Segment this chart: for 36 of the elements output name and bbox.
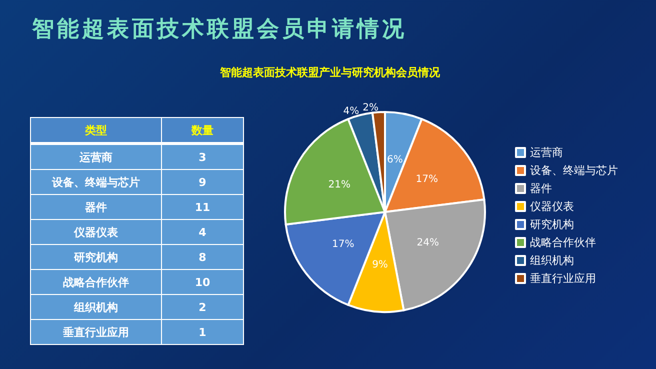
data-label: 24% <box>416 238 439 249</box>
category-label: 战略合作伙伴 <box>30 270 162 294</box>
data-label: 3 <box>162 144 244 170</box>
text: 数量 <box>162 118 244 144</box>
data-label: 6% <box>386 154 403 166</box>
category-label: 运营商 <box>30 144 162 170</box>
data-label: 17% <box>332 238 354 250</box>
data-label: 1 <box>162 320 244 344</box>
category-label: 设备、终端与芯片 <box>30 170 162 194</box>
data-label: 9 <box>162 170 244 194</box>
data-label: 17% <box>416 174 438 186</box>
data-label: 10 <box>162 270 244 294</box>
data-label: 9% <box>372 259 388 270</box>
legend-label: 运营商 <box>530 146 563 159</box>
legend-label: 设备、终端与芯片 <box>530 164 618 177</box>
data-label: 8 <box>162 244 244 270</box>
legend-label: 器件 <box>530 182 552 195</box>
data-label: 4% <box>343 106 360 117</box>
data-label: 2% <box>362 102 378 114</box>
text: 智能超表面技术联盟会员申请情况 <box>32 16 407 44</box>
legend-label: 战略合作伙伴 <box>530 236 596 249</box>
data-label: 11 <box>162 194 244 220</box>
legend-label: 研究机构 <box>530 218 574 231</box>
category-label: 器件 <box>30 194 162 220</box>
category-label: 研究机构 <box>30 244 162 270</box>
category-label: 垂直行业应用 <box>30 320 162 344</box>
data-label: 4 <box>162 220 244 244</box>
legend-label: 垂直行业应用 <box>530 272 596 285</box>
data-label: 2 <box>162 294 244 320</box>
legend-label: 组织机构 <box>530 254 574 267</box>
legend-label: 仪器仪表 <box>530 200 574 213</box>
data-label: 21% <box>328 180 350 191</box>
category-label: 仪器仪表 <box>30 220 162 244</box>
category-label: 组织机构 <box>30 294 162 320</box>
text: 类型 <box>30 118 162 144</box>
chart-title: 智能超表面技术联盟产业与研究机构会员情况 <box>219 66 441 79</box>
